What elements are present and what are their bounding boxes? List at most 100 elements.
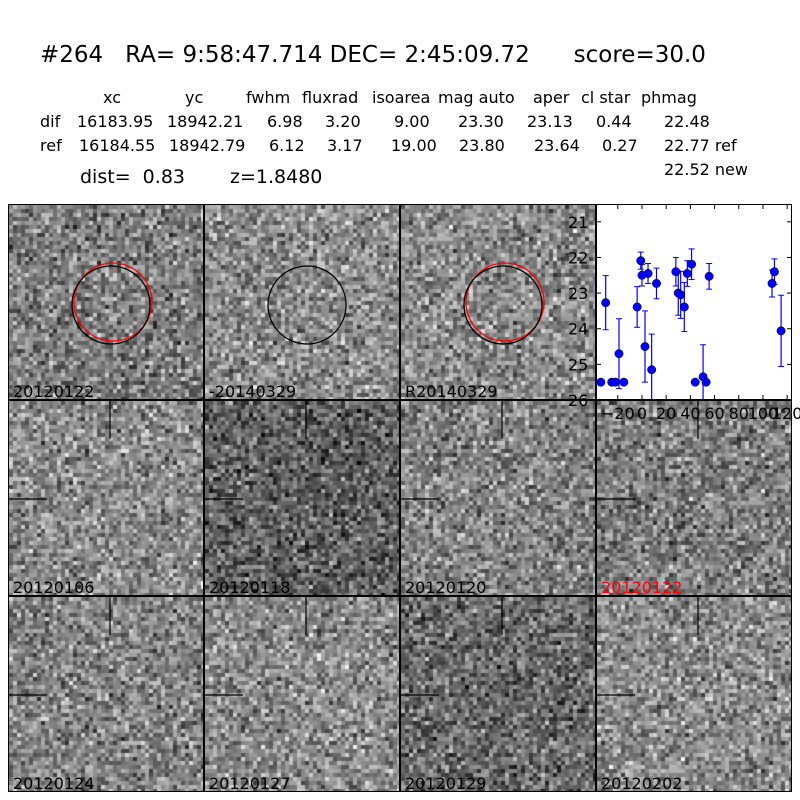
black-aperture-circle	[267, 265, 347, 345]
x-tick-label: 100	[748, 404, 779, 423]
candidate-title: #264 RA= 9:58:47.714 DEC= 2:45:09.72 sco…	[40, 42, 706, 68]
stamp-image	[205, 205, 399, 399]
data-point	[619, 377, 629, 387]
data-point	[676, 290, 686, 300]
phmag-new: 22.52 new	[664, 160, 748, 179]
stamp-date-label: 20120124	[13, 774, 95, 792]
data-point	[614, 349, 624, 359]
x-tick-label: −20	[601, 404, 635, 423]
column-header: phmag	[641, 88, 697, 107]
y-tick-label: 25	[568, 355, 588, 374]
data-point	[701, 377, 711, 387]
table-cell: 23.13	[527, 112, 573, 131]
data-point	[610, 377, 620, 387]
stamp-image	[9, 401, 203, 595]
data-point	[647, 365, 657, 375]
column-header: aper	[533, 88, 570, 107]
column-header: yc	[185, 88, 204, 107]
image-stamp: 20120202	[596, 596, 792, 792]
image-stamp: 20120122	[596, 400, 792, 596]
table-cell: 0.27	[602, 136, 638, 155]
stamp-date-label: 20120118	[209, 578, 291, 596]
stamp-image	[401, 597, 595, 791]
red-aperture-circle	[465, 262, 545, 342]
stamp-date-label: R20140329	[405, 382, 498, 400]
y-tick-label: 22	[568, 248, 588, 267]
data-point	[770, 267, 779, 277]
plot-frame	[596, 204, 792, 400]
data-point	[704, 271, 714, 281]
stamp-image	[205, 597, 399, 791]
stamp-image	[401, 401, 595, 595]
y-tick-label: 21	[568, 213, 588, 232]
column-header: fwhm	[246, 88, 291, 107]
image-stamp: 20120106	[8, 400, 204, 596]
table-cell: 16184.55	[79, 136, 156, 155]
stamp-image	[401, 205, 595, 399]
table-cell: 0.44	[596, 112, 632, 131]
data-point	[640, 342, 650, 351]
stamp-date-label: 20120122	[13, 382, 95, 400]
data-point	[687, 259, 697, 269]
stamp-date-label: 20120129	[405, 774, 487, 792]
stamp-image	[9, 597, 203, 791]
image-stamp: -20140329	[204, 204, 400, 400]
stamp-date-label: 20120106	[13, 578, 95, 596]
x-tick-label: 40	[680, 404, 700, 423]
data-point	[671, 267, 681, 277]
image-stamp: 20120118	[204, 400, 400, 596]
x-tick-label: 80	[729, 404, 749, 423]
image-stamp: R20140329	[400, 204, 596, 400]
stamp-image	[205, 401, 399, 595]
black-aperture-circle	[463, 265, 543, 345]
table-cell: 16183.95	[77, 112, 154, 131]
stamp-image	[597, 401, 791, 595]
black-aperture-circle	[71, 265, 151, 345]
x-tick-label: 120	[772, 404, 800, 423]
table-cell: 23.64	[534, 136, 580, 155]
column-header: isoarea	[372, 88, 431, 107]
plot-background	[596, 204, 792, 400]
image-stamp: 20120127	[204, 596, 400, 792]
table-cell: 18942.79	[169, 136, 246, 155]
data-point	[601, 298, 611, 308]
data-point	[643, 269, 653, 278]
stamp-image	[597, 597, 791, 791]
stamp-date-label: 20120122	[601, 578, 683, 596]
data-point	[636, 256, 646, 266]
table-cell: 23.80	[459, 136, 505, 155]
data-point	[632, 302, 642, 312]
image-stamp: 20120122	[8, 204, 204, 400]
table-cell: 19.00	[391, 136, 437, 155]
table-cell: 6.12	[269, 136, 305, 155]
data-point	[767, 279, 777, 288]
data-point	[690, 377, 700, 387]
image-stamp: 20120129	[400, 596, 596, 792]
dist-value: dist= 0.83	[80, 166, 185, 188]
column-header: xc	[103, 88, 121, 107]
stamp-date-label: 20120202	[601, 774, 683, 792]
row-label: ref	[40, 136, 62, 155]
table-cell: 3.17	[327, 136, 363, 155]
image-stamp: 20120120	[400, 400, 596, 596]
column-header: fluxrad	[302, 88, 359, 107]
y-tick-label: 23	[568, 284, 588, 303]
column-header: cl star	[581, 88, 631, 107]
table-cell: 18942.21	[167, 112, 244, 131]
y-tick-label: 24	[568, 320, 588, 339]
data-point	[776, 326, 786, 336]
redshift-value: z=1.8480	[230, 166, 323, 188]
x-tick-label: 20	[656, 404, 676, 423]
y-tick-label: 26	[568, 391, 588, 410]
red-aperture-circle	[73, 262, 153, 342]
stamp-date-label: 20120127	[209, 774, 291, 792]
data-point	[682, 269, 692, 278]
table-cell: 23.30	[458, 112, 504, 131]
table-cell: 3.20	[325, 112, 361, 131]
data-point	[596, 377, 606, 387]
x-tick-label: 60	[704, 404, 724, 423]
stamp-image	[9, 205, 203, 399]
row-label: dif	[40, 112, 61, 131]
column-header: mag auto	[438, 88, 515, 107]
